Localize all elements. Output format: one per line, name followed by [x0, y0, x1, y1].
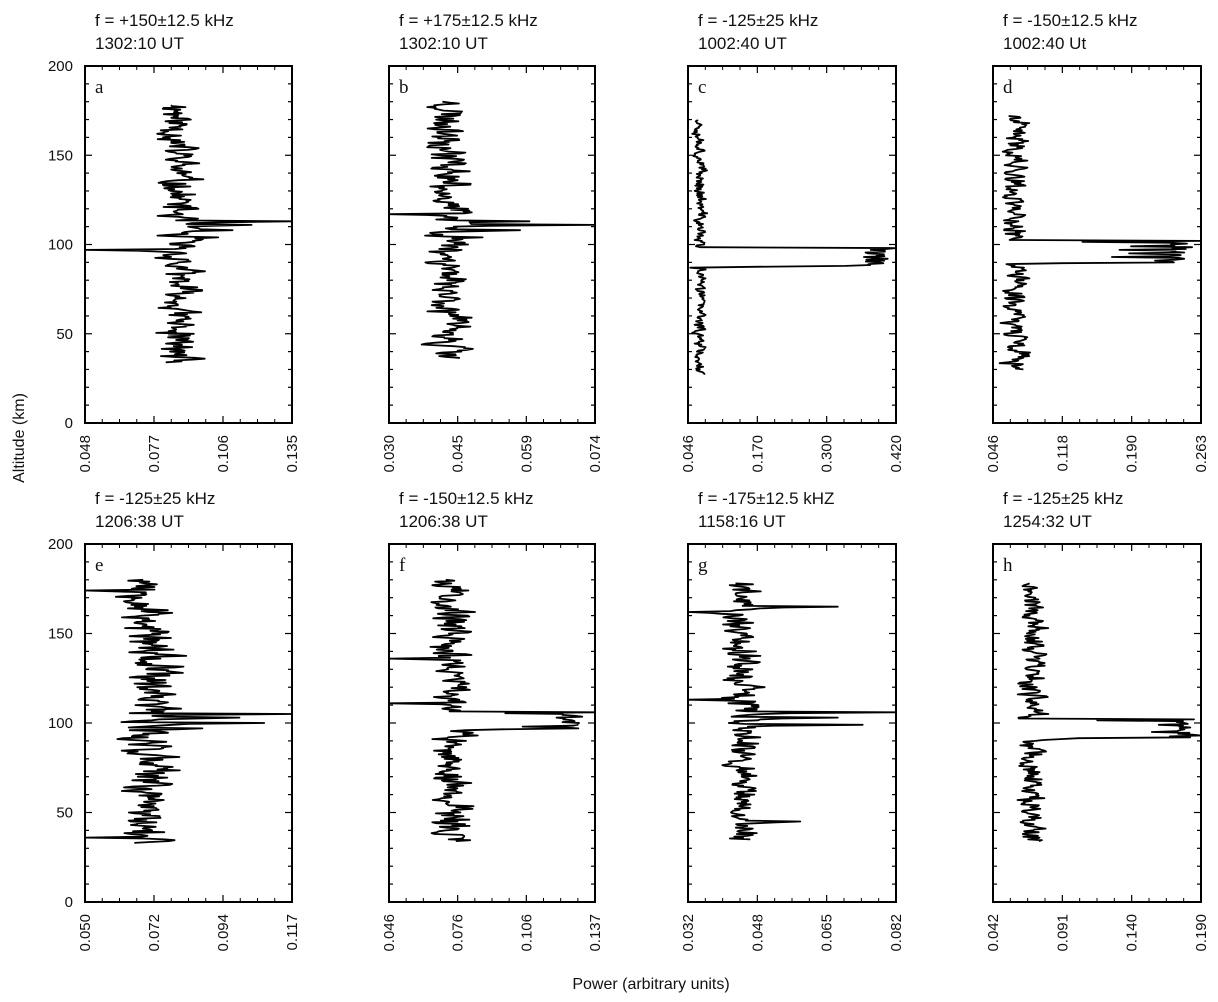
panel-g-time-label: 1158:16 UT: [698, 512, 786, 531]
panel-e-xtick-label: 0.050: [77, 914, 94, 952]
panel-d-xtick-label: 0.118: [1054, 435, 1071, 471]
panel-e-ytick-label: 0: [65, 894, 73, 911]
panel-d-xtick-label: 0.190: [1124, 435, 1141, 473]
panel-g-xtick-label: 0.032: [680, 914, 697, 952]
panel-g-xtick-label: 0.048: [749, 914, 766, 952]
panel-a-profile-line: [84, 104, 293, 364]
panel-c-letter: c: [698, 77, 706, 98]
panel-d-time-label: 1002:40 Ut: [1003, 34, 1086, 53]
panel-g: f = -175±12.5 kHZ 1158:16 UT g 0.032 0.048 0.…: [680, 489, 905, 952]
panel-h-xtick-label: 0.091: [1054, 914, 1071, 952]
panel-f-frequency-label: f = -150±12.5 kHz: [399, 489, 534, 508]
panel-d-frequency-label: f = -150±12.5 kHz: [1003, 11, 1138, 30]
panels-layer: f = +150±12.5 kHz 1302:10 UT a 0 50 100 150 200…: [48, 11, 1210, 952]
panel-b-xtick-label: 0.059: [518, 435, 535, 473]
panel-e-ytick-label: 150: [48, 626, 73, 643]
panel-d-profile-line: [998, 115, 1202, 371]
panel-h-profile-line: [1016, 582, 1202, 842]
panel-c-time-label: 1002:40 UT: [698, 34, 787, 53]
panel-d-frame: [992, 65, 1202, 424]
panel-e-xtick-label: 0.094: [215, 914, 232, 952]
panel-g-letter: g: [698, 555, 708, 576]
panel-c-xtick-label: 0.170: [749, 435, 766, 473]
panel-g-frame: [687, 543, 897, 903]
panel-h-xtick-label: 0.140: [1124, 914, 1141, 952]
panel-a: f = +150±12.5 kHz 1302:10 UT a 0 50 100 150 200…: [48, 11, 301, 473]
panel-c-xtick-label: 0.420: [888, 435, 905, 473]
panel-h-letter: h: [1003, 555, 1013, 576]
panel-b-frame: [388, 65, 596, 424]
panel-e-time-label: 1206:38 UT: [95, 512, 184, 531]
panel-e-ytick-label: 100: [48, 715, 73, 732]
panel-b-time-label: 1302:10 UT: [399, 34, 488, 53]
panel-c-profile-line: [689, 119, 897, 375]
panel-c: f = -125±25 kHz 1002:40 UT c 0.046 0.170 0.30…: [680, 11, 905, 473]
panel-e-frequency-label: f = -125±25 kHz: [95, 489, 215, 508]
panel-e-ytick-label: 50: [56, 805, 73, 822]
panel-g-frequency-label: f = -175±12.5 kHZ: [698, 489, 834, 508]
panel-c-xtick-label: 0.046: [680, 435, 697, 473]
panel-e: f = -125±25 kHz 1206:38 UT e 0 50 100 150 200 0.…: [48, 489, 301, 952]
panel-g-profile-line: [687, 582, 897, 841]
panel-e-profile-line: [84, 578, 293, 844]
panel-b-frequency-label: f = +175±12.5 kHz: [399, 11, 538, 30]
panel-b-profile-line: [388, 100, 596, 360]
panel-h-time-label: 1254:32 UT: [1003, 512, 1092, 531]
panel-a-ytick-label: 150: [48, 147, 73, 164]
panel-a-ytick-label: 100: [48, 237, 73, 254]
panel-d-xtick-label: 0.046: [985, 435, 1002, 473]
panel-b-letter: b: [399, 77, 409, 98]
panel-a-ytick-label: 200: [48, 58, 73, 75]
panel-g-xtick-label: 0.082: [888, 914, 905, 952]
panel-c-frame: [687, 65, 897, 424]
panel-a-xtick-label: 0.135: [284, 435, 301, 473]
panel-a-frequency-label: f = +150±12.5 kHz: [95, 11, 234, 30]
panel-e-ytick-label: 200: [48, 536, 73, 553]
panel-a-xtick-label: 0.106: [215, 435, 232, 473]
y-axis-label: Altitude (km): [11, 393, 28, 483]
panel-d: f = -150±12.5 kHz 1002:40 Ut d 0.046 0.118 0.…: [985, 11, 1210, 473]
panel-d-letter: d: [1003, 77, 1013, 98]
panel-c-frequency-label: f = -125±25 kHz: [698, 11, 818, 30]
panel-f-letter: f: [399, 555, 406, 576]
panel-h-xtick-label: 0.042: [985, 914, 1002, 952]
panel-f-xtick-label: 0.076: [450, 914, 467, 952]
panel-f-xtick-label: 0.046: [381, 914, 398, 952]
panel-a-ytick-label: 50: [56, 326, 73, 343]
panel-f: f = -150±12.5 kHz 1206:38 UT f 0.046 0.076 0.…: [381, 489, 604, 952]
panel-b: f = +175±12.5 kHz 1302:10 UT b 0.030 0.045 0.…: [381, 11, 604, 473]
panel-d-xtick-label: 0.263: [1193, 435, 1210, 473]
panel-g-xtick-label: 0.065: [819, 914, 836, 952]
panel-f-profile-line: [388, 578, 596, 842]
panel-e-letter: e: [95, 555, 103, 576]
panel-b-xtick-label: 0.074: [587, 435, 604, 473]
x-axis-label: Power (arbitrary units): [572, 976, 729, 993]
panel-a-time-label: 1302:10 UT: [95, 34, 184, 53]
panel-f-xtick-label: 0.137: [587, 914, 604, 952]
panel-e-xtick-label: 0.072: [146, 914, 163, 952]
panel-f-time-label: 1206:38 UT: [399, 512, 488, 531]
panel-a-ytick-label: 0: [65, 415, 73, 432]
panel-a-xtick-label: 0.048: [77, 435, 94, 473]
panel-h-frequency-label: f = -125±25 kHz: [1003, 489, 1123, 508]
panel-f-xtick-label: 0.106: [518, 914, 535, 952]
panel-b-xtick-label: 0.030: [381, 435, 398, 473]
panel-e-xtick-label: 0.117: [284, 914, 301, 950]
panel-a-xtick-label: 0.077: [146, 435, 163, 473]
panel-a-letter: a: [95, 77, 104, 98]
panel-h: f = -125±25 kHz 1254:32 UT h 0.042 0.091 0.14…: [985, 489, 1210, 952]
panel-c-xtick-label: 0.300: [819, 435, 836, 473]
panel-h-frame: [992, 543, 1202, 903]
panel-b-xtick-label: 0.045: [450, 435, 467, 473]
panel-h-xtick-label: 0.190: [1193, 914, 1210, 952]
